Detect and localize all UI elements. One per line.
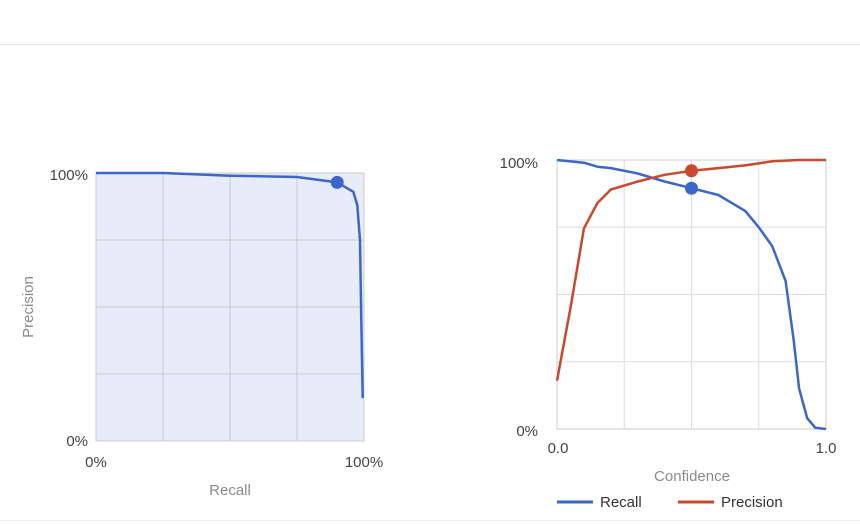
- plot-border: [95, 172, 365, 442]
- x-tick-label: 0.0: [548, 440, 569, 457]
- legend-item-recall[interactable]: Recall: [557, 494, 642, 511]
- recall-line: [556, 158, 827, 431]
- threshold-marker[interactable]: [685, 181, 698, 195]
- y-tick-label: 0%: [516, 423, 538, 440]
- y-tick-label: 100%: [50, 167, 88, 184]
- plot-border: [556, 159, 827, 430]
- precision-recall-chart: 100% 0% 0% 100% Recall Precision: [20, 167, 383, 499]
- legend-label: Precision: [721, 494, 783, 511]
- y-tick-label: 0%: [66, 433, 88, 450]
- x-tick-label: 0%: [85, 454, 107, 471]
- x-axis-title: Recall: [209, 482, 251, 499]
- threshold-marker[interactable]: [685, 164, 698, 178]
- top-divider: [0, 44, 860, 45]
- y-axis-title: Precision: [20, 276, 37, 338]
- legend-item-precision[interactable]: Precision: [678, 494, 783, 511]
- y-tick-label: 100%: [500, 155, 538, 172]
- legend-label: Recall: [600, 494, 642, 511]
- bottom-divider: [0, 520, 860, 521]
- confidence-chart: 100% 0% 0.0 1.0 Confidence Recall Precision: [500, 155, 837, 511]
- x-tick-label: 1.0: [816, 440, 837, 457]
- x-axis-title: Confidence: [654, 468, 730, 485]
- x-tick-label: 100%: [345, 454, 383, 471]
- precision-line: [555, 158, 826, 381]
- precision-recall-line: [96, 171, 364, 399]
- operating-point-marker[interactable]: [330, 175, 344, 189]
